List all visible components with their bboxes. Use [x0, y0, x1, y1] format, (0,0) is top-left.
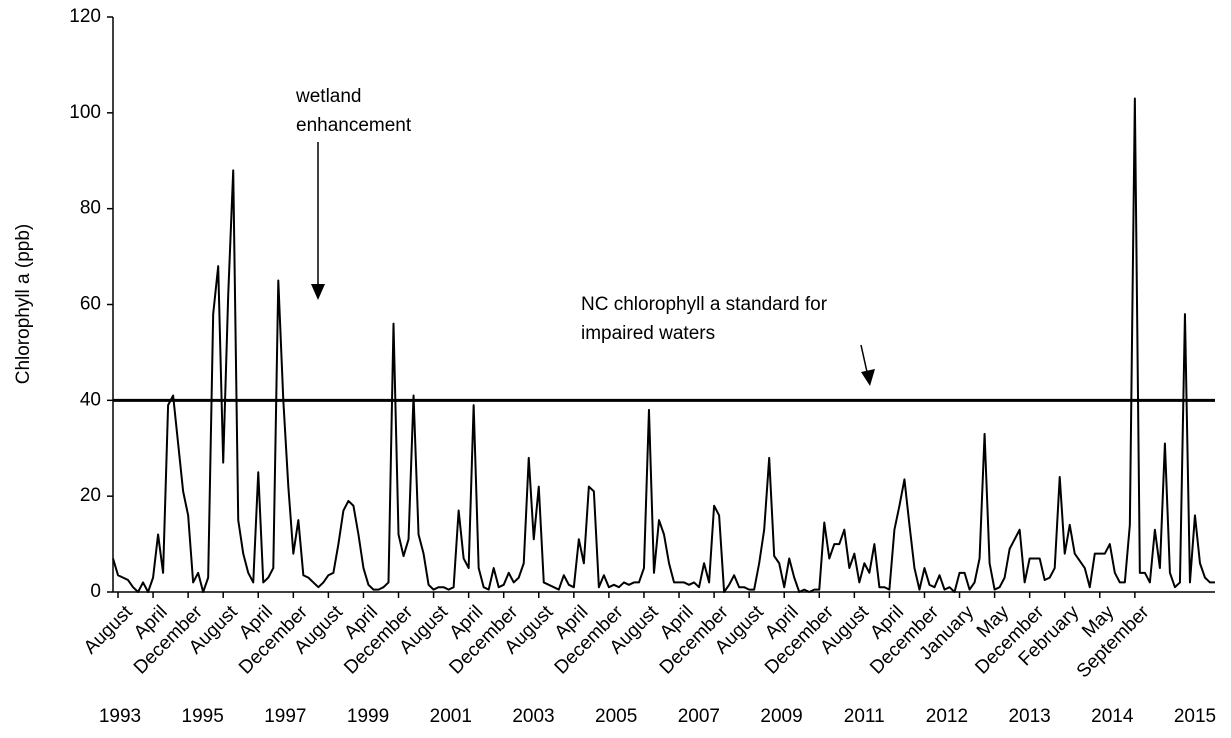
year-label: 1999	[347, 706, 389, 727]
year-label: 1993	[99, 706, 141, 727]
year-label: 2013	[1008, 706, 1050, 727]
annotation: impaired waters	[581, 323, 715, 344]
y-tick-label: 60	[80, 294, 101, 315]
year-label: 2009	[760, 706, 802, 727]
year-label: 2012	[926, 706, 968, 727]
year-label: 2014	[1091, 706, 1134, 727]
year-label: 2003	[512, 706, 554, 727]
y-tick-label: 100	[69, 102, 101, 123]
annotation: enhancement	[296, 115, 412, 136]
arrow-head	[861, 369, 875, 386]
year-label: 2015	[1174, 706, 1216, 727]
y-axis-label: Chlorophyll a (ppb)	[13, 224, 34, 385]
y-tick-label: 0	[90, 581, 101, 602]
arrow-head	[311, 284, 325, 300]
year-label: 1997	[264, 706, 306, 727]
year-label: 2011	[844, 706, 885, 727]
arrow	[860, 344, 868, 373]
y-tick-label: 120	[69, 6, 101, 27]
year-label: 1995	[182, 706, 224, 727]
year-label: 2007	[678, 706, 720, 727]
x-tick-label: August	[80, 601, 137, 658]
y-tick-label: 80	[80, 198, 101, 219]
year-label: 2005	[595, 706, 637, 727]
y-tick-label: 20	[80, 485, 101, 506]
annotation: wetland	[295, 86, 362, 107]
year-label: 2001	[430, 706, 472, 727]
data-line	[112, 97, 1215, 593]
y-tick-label: 40	[80, 389, 101, 410]
annotation: NC chlorophyll a standard for	[581, 294, 828, 315]
